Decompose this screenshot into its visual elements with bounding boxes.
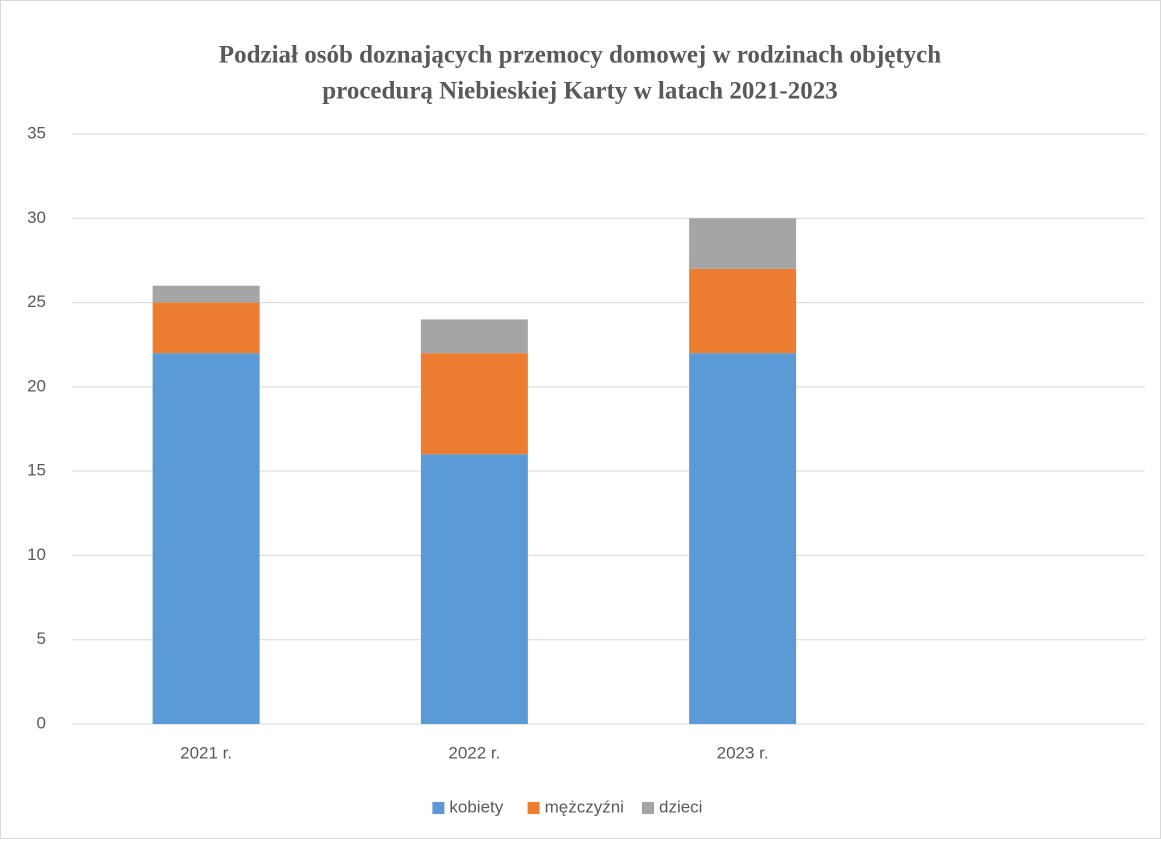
legend-label: kobiety <box>449 797 503 816</box>
bar-segment <box>152 353 260 724</box>
y-tick-label: 15 <box>27 461 46 480</box>
legend-label: dzieci <box>659 797 702 816</box>
chart-title: Podział osób doznających przemocy domowe… <box>219 42 941 69</box>
bar-segment <box>152 302 260 354</box>
legend-label: mężczyźni <box>545 797 624 816</box>
chart-title: procedurą Niebieskiej Karty w latach 202… <box>322 78 837 105</box>
x-tick-label: 2022 r. <box>448 743 500 762</box>
y-tick-label: 25 <box>27 292 46 311</box>
bar-segment <box>689 268 797 354</box>
legend-swatch <box>527 802 540 814</box>
y-tick-label: 10 <box>27 545 46 564</box>
legend-swatch <box>432 802 445 814</box>
bar-segment <box>420 353 528 455</box>
legend-swatch <box>642 802 654 814</box>
bar-segment <box>420 454 528 724</box>
bar-segment <box>420 319 528 354</box>
bar-segment <box>689 353 797 724</box>
y-tick-label: 5 <box>37 629 46 648</box>
bar-segment <box>689 218 797 269</box>
x-tick-label: 2021 r. <box>180 743 232 762</box>
y-tick-label: 0 <box>37 713 46 732</box>
y-tick-label: 20 <box>27 376 46 395</box>
y-tick-label: 35 <box>27 123 46 142</box>
bar-segment <box>152 285 260 303</box>
y-tick-label: 30 <box>27 208 46 227</box>
x-tick-label: 2023 r. <box>717 743 769 762</box>
